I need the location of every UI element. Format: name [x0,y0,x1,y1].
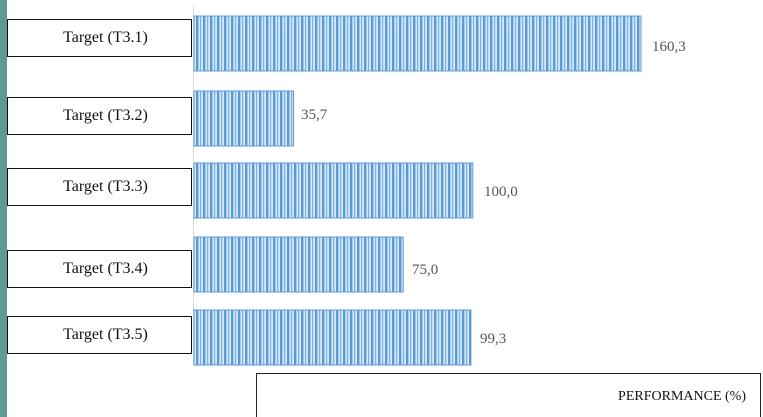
category-axis-line [193,6,194,366]
bar-2 [193,90,295,147]
bars [193,15,642,366]
category-label-t3-5: Target (T3.5) [7,316,192,354]
left-accent-strip [0,0,7,417]
value-label-t3-4: 75,0 [412,262,439,278]
category-label-t3-4: Target (T3.4) [7,250,192,288]
category-label-t3-3: Target (T3.3) [7,168,192,206]
value-label-t3-1: 160,3 [652,39,686,55]
x-axis-label-box: PERFORMANCE (%) [256,373,761,417]
bar-1 [193,15,642,72]
value-label-t3-5: 99,3 [480,331,507,347]
bar-5 [193,309,472,366]
category-label-t3-1: Target (T3.1) [7,19,192,57]
x-axis-label: PERFORMANCE (%) [618,389,746,404]
bar-3 [193,162,474,219]
value-label-t3-2: 35,7 [301,107,328,123]
value-label-t3-3: 100,0 [484,184,518,200]
bar-4 [193,236,404,293]
category-label-t3-2: Target (T3.2) [7,97,192,135]
